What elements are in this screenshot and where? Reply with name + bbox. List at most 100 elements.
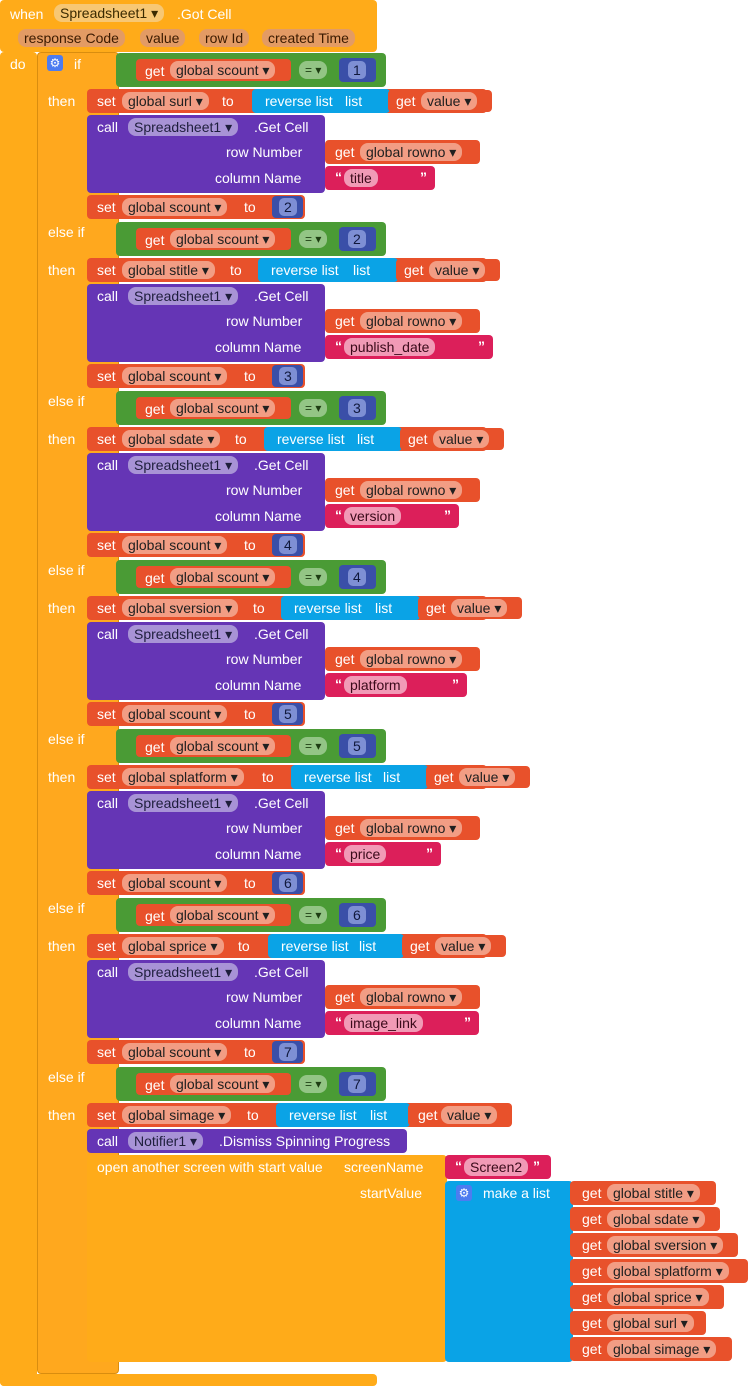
variable-dropdown[interactable]: global simage ▾: [122, 1106, 232, 1124]
number-value[interactable]: 2: [279, 198, 297, 216]
text-block[interactable]: [325, 166, 435, 190]
component-dropdown[interactable]: Spreadsheet1 ▾: [128, 794, 239, 812]
variable-dropdown[interactable]: global scount ▾: [122, 874, 228, 892]
variable-dropdown[interactable]: value ▾: [451, 599, 508, 617]
number-value[interactable]: 7: [279, 1043, 297, 1061]
variable-dropdown[interactable]: global stitle ▾: [607, 1184, 700, 1202]
operator-dropdown[interactable]: = ▾: [299, 230, 328, 248]
variable-dropdown[interactable]: global scount ▾: [170, 399, 276, 417]
variable-dropdown[interactable]: global scount ▾: [170, 61, 276, 79]
component-dropdown[interactable]: Spreadsheet1 ▾: [128, 287, 239, 305]
variable-dropdown-text: global scount: [128, 875, 211, 891]
reverse-list-block[interactable]: [291, 765, 428, 789]
event-do-spine[interactable]: [0, 52, 37, 1386]
number-value[interactable]: 7: [348, 1075, 366, 1093]
variable-dropdown[interactable]: global scount ▾: [170, 230, 276, 248]
variable-dropdown[interactable]: global splatform ▾: [607, 1262, 729, 1280]
variable-dropdown[interactable]: global rowno ▾: [360, 650, 463, 668]
variable-dropdown-text: global scount: [176, 569, 259, 585]
variable-dropdown[interactable]: global rowno ▾: [360, 481, 463, 499]
event-bottom-cap[interactable]: [0, 1374, 377, 1386]
make-list-block[interactable]: [445, 1181, 573, 1362]
operator-dropdown[interactable]: = ▾: [299, 906, 328, 924]
variable-dropdown[interactable]: global scount ▾: [122, 536, 228, 554]
variable-dropdown[interactable]: global surl ▾: [607, 1314, 694, 1332]
reverse-list-block[interactable]: [281, 596, 420, 620]
text-value[interactable]: price: [344, 845, 387, 863]
variable-dropdown[interactable]: global sprice ▾: [122, 937, 224, 955]
reverse-list-block[interactable]: [252, 89, 390, 113]
reverse-list-block[interactable]: [264, 427, 402, 451]
variable-dropdown[interactable]: global scount ▾: [122, 367, 228, 385]
if-mutator-gear-icon[interactable]: ⚙: [47, 55, 63, 71]
variable-dropdown[interactable]: global simage ▾: [607, 1340, 717, 1358]
variable-dropdown[interactable]: value ▾: [421, 92, 478, 110]
operator-dropdown[interactable]: = ▾: [299, 568, 328, 586]
variable-dropdown[interactable]: global scount ▾: [122, 705, 228, 723]
reverse-list-block[interactable]: [276, 1103, 410, 1127]
variable-dropdown[interactable]: global scount ▾: [170, 737, 276, 755]
dropdown-arrow-icon: ▾: [221, 626, 233, 642]
number-value[interactable]: 1: [348, 61, 366, 79]
variable-dropdown-text: global splatform: [613, 1263, 712, 1279]
number-value[interactable]: 5: [279, 705, 297, 723]
variable-dropdown[interactable]: value ▾: [433, 430, 490, 448]
text-value[interactable]: platform: [344, 676, 407, 694]
number-value[interactable]: 6: [279, 874, 297, 892]
text-value[interactable]: publish_date: [344, 338, 436, 356]
text-value[interactable]: version: [344, 507, 402, 525]
number-value[interactable]: 2: [348, 230, 366, 248]
number-value[interactable]: 4: [279, 536, 297, 554]
variable-dropdown[interactable]: global scount ▾: [170, 1075, 276, 1093]
variable-dropdown[interactable]: global sprice ▾: [607, 1288, 709, 1306]
make-list-mutator-gear-icon[interactable]: ⚙: [456, 1185, 472, 1201]
variable-dropdown[interactable]: global scount ▾: [122, 198, 228, 216]
variable-dropdown[interactable]: global rowno ▾: [360, 143, 463, 161]
number-value[interactable]: 3: [348, 399, 366, 417]
variable-dropdown[interactable]: global scount ▾: [170, 568, 276, 586]
variable-dropdown[interactable]: global sdate ▾: [122, 430, 221, 448]
variable-dropdown[interactable]: global splatform ▾: [122, 768, 244, 786]
variable-dropdown[interactable]: global scount ▾: [170, 906, 276, 924]
variable-dropdown[interactable]: global rowno ▾: [360, 988, 463, 1006]
text-value[interactable]: image_link: [344, 1014, 423, 1032]
variable-dropdown[interactable]: global surl ▾: [122, 92, 209, 110]
variable-dropdown[interactable]: global sversion ▾: [607, 1236, 724, 1254]
get-label: get: [434, 769, 454, 785]
text-value[interactable]: title: [344, 169, 378, 187]
dropdown-arrow-icon: ▾: [147, 5, 159, 21]
variable-dropdown[interactable]: global scount ▾: [122, 1043, 228, 1061]
variable-dropdown[interactable]: global sversion ▾: [122, 599, 239, 617]
variable-dropdown[interactable]: global sdate ▾: [607, 1210, 706, 1228]
component-dropdown[interactable]: Spreadsheet1 ▾: [128, 963, 239, 981]
component-dropdown[interactable]: Spreadsheet1 ▾: [128, 456, 239, 474]
component-dropdown-text: Notifier1: [134, 1133, 187, 1149]
variable-dropdown[interactable]: value ▾: [435, 937, 492, 955]
operator-dropdown[interactable]: = ▾: [299, 737, 328, 755]
open-screen-block[interactable]: [87, 1155, 447, 1362]
reverse-list-block[interactable]: [258, 258, 398, 282]
operator-dropdown[interactable]: = ▾: [299, 399, 328, 417]
operator-dropdown[interactable]: = ▾: [299, 61, 328, 79]
event-param[interactable]: row Id: [199, 29, 250, 47]
event-param[interactable]: value: [140, 29, 186, 47]
variable-dropdown[interactable]: value ▾: [429, 261, 486, 279]
component-dropdown[interactable]: Spreadsheet1 ▾: [128, 625, 239, 643]
event-component-dropdown[interactable]: Spreadsheet1 ▾: [54, 4, 165, 22]
variable-dropdown[interactable]: value ▾: [459, 768, 516, 786]
operator-dropdown[interactable]: = ▾: [299, 1075, 328, 1093]
component-dropdown[interactable]: Notifier1 ▾: [128, 1132, 204, 1150]
number-value[interactable]: 6: [348, 906, 366, 924]
variable-dropdown[interactable]: global rowno ▾: [360, 819, 463, 837]
component-dropdown[interactable]: Spreadsheet1 ▾: [128, 118, 239, 136]
event-param[interactable]: created Time: [262, 29, 355, 47]
reverse-list-block[interactable]: [268, 934, 404, 958]
variable-dropdown[interactable]: global rowno ▾: [360, 312, 463, 330]
number-value[interactable]: 3: [279, 367, 297, 385]
number-value[interactable]: 5: [348, 737, 366, 755]
number-value[interactable]: 4: [348, 568, 366, 586]
variable-dropdown[interactable]: global stitle ▾: [122, 261, 215, 279]
text-value[interactable]: Screen2: [464, 1158, 529, 1176]
event-param[interactable]: response Code: [18, 29, 125, 47]
variable-dropdown[interactable]: value ▾: [441, 1106, 498, 1124]
